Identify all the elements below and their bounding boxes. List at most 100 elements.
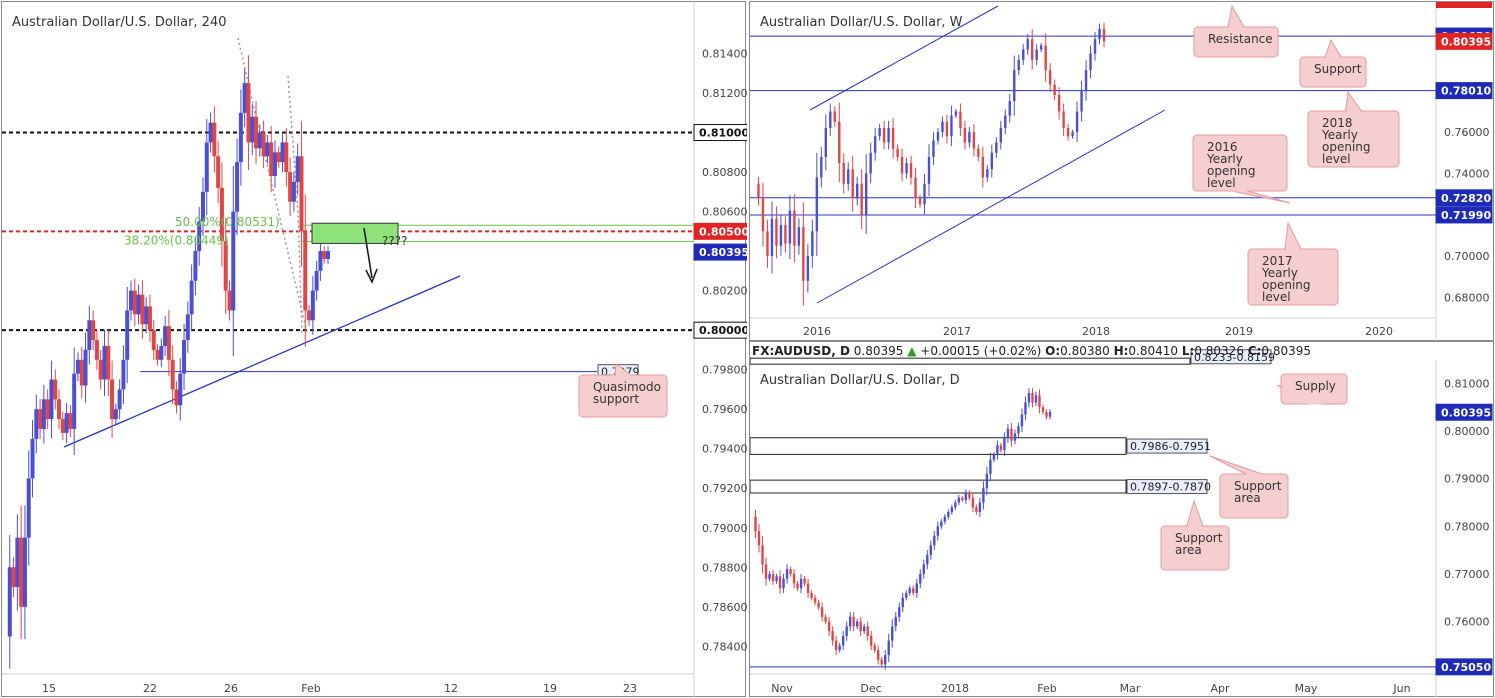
daily-candle-body (1045, 412, 1048, 417)
h4-candle-body (231, 211, 236, 311)
weekly-candle-body (1008, 101, 1011, 116)
daily-candle-body (757, 531, 761, 546)
h4-down-arrow-icon (363, 227, 373, 279)
daily-candle-body (880, 659, 883, 665)
daily-candle-body (1003, 438, 1006, 451)
daily-candle-body (785, 569, 789, 579)
daily-candle-body (1031, 392, 1034, 403)
daily-x-tick: May (1295, 682, 1318, 695)
weekly-support-callout: Support (1299, 38, 1367, 88)
weekly-candle-body (842, 163, 845, 184)
daily-zone-tag (1190, 349, 1272, 365)
weekly-chart-panel[interactable]: 0.76000 0.74000 0.70000 0.68000 2016 2017 2018… (749, 1, 1495, 342)
daily-candle-body (919, 573, 922, 584)
h4-x-tick: 22 (143, 682, 157, 695)
h4-price-tag (693, 124, 747, 142)
h4-x-tick: 19 (543, 682, 557, 695)
weekly-support-callout-text: Support (1314, 62, 1362, 76)
weekly-candle-body (995, 142, 998, 153)
daily-candle-body (989, 459, 992, 474)
weekly-price-tag-label: 0.80395 (1441, 35, 1491, 48)
info-last: 0.80395 (853, 344, 904, 358)
weekly-candle-body (847, 169, 850, 184)
h4-candle-body (22, 537, 27, 607)
weekly-price-tag-label: 0.78010 (1441, 85, 1491, 98)
weekly-support-callout-pointer-joint (1326, 56, 1340, 59)
daily-x-tick: Feb (1037, 682, 1056, 695)
daily-y-tick: 0.79000 (1444, 473, 1490, 486)
daily-candle-body (838, 645, 841, 651)
h4-chart-title: Australian Dollar/U.S. Dollar, 240 (12, 15, 227, 30)
daily-chart-title: Australian Dollar/U.S. Dollar, D (760, 373, 960, 388)
daily-chart-panel[interactable]: 0.81000 0.80000 0.79000 0.78000 0.77000 0.760… (749, 341, 1495, 698)
weekly-candle-body (878, 127, 881, 137)
weekly-resistance-callout-pointer (1227, 4, 1245, 28)
h4-y-tick: 0.81200 (702, 87, 747, 100)
daily-chart[interactable]: 0.81000 0.80000 0.79000 0.78000 0.77000 0.760… (750, 342, 1495, 698)
weekly-2018-open-callout-pointer (1344, 90, 1363, 112)
h4-candle-body (87, 320, 92, 350)
weekly-candle-body (775, 218, 778, 246)
weekly-candle-body (882, 127, 886, 143)
weekly-candle-body (968, 132, 971, 143)
h4-chart[interactable]: 0.81400 0.81200 0.80800 0.80600 0.80200 0.798… (2, 2, 747, 698)
h4-fib-382-label: 38.20%(0.80449) (124, 233, 229, 247)
h4-candle-body (280, 142, 285, 163)
h4-candle-body (57, 399, 62, 420)
weekly-chart[interactable]: 0.76000 0.74000 0.70000 0.68000 2016 2017 2018… (750, 2, 1495, 342)
weekly-candle-body (941, 121, 944, 133)
daily-candle-body (796, 583, 799, 589)
h4-price-tag-label: 0.80395 (699, 246, 747, 259)
weekly-candle-body (1093, 39, 1097, 54)
h4-candle-body (125, 310, 130, 360)
h4-candle-body (326, 251, 330, 260)
daily-candle-body (778, 576, 782, 589)
daily-support-area-callout-text: Support (1175, 531, 1223, 545)
weekly-y-tick: 0.74000 (1444, 167, 1490, 180)
daily-price-tag (1435, 403, 1493, 421)
weekly-candle-body (793, 210, 796, 246)
weekly-candle-body (936, 132, 940, 141)
weekly-price-tag (1435, 206, 1493, 224)
weekly-2018-open-callout-text: level (1322, 152, 1351, 166)
h4-y-tick: 0.78600 (702, 601, 747, 614)
h4-candle-body (193, 251, 198, 281)
h4-candle-body (200, 191, 205, 222)
daily-candle-body (817, 602, 820, 608)
h4-candle-body (75, 359, 80, 374)
weekly-candle-body (999, 127, 1002, 143)
h4-price-tag-label: 0.80500 (699, 225, 747, 238)
daily-candle-body (933, 535, 936, 546)
weekly-candle-body (909, 163, 913, 178)
h4-x-tick: 26 (224, 682, 238, 695)
daily-candle-body (901, 597, 904, 608)
weekly-candle-body (963, 127, 967, 143)
daily-candle-body (1034, 395, 1038, 403)
h4-candle-body (60, 419, 65, 433)
weekly-candle-body (1062, 111, 1065, 128)
weekly-candle-body (1057, 94, 1061, 112)
h4-candle-body (159, 345, 164, 360)
daily-candle-body (1027, 392, 1031, 403)
h4-candle-body (26, 478, 31, 538)
h4-candle-body (144, 306, 149, 325)
h4-chart-panel[interactable]: 0.81400 0.81200 0.80800 0.80600 0.80200 0.798… (1, 1, 747, 698)
weekly-2018-open-callout-pointer-joint (1346, 110, 1361, 113)
h4-y-tick: 0.78800 (702, 561, 747, 574)
daily-candle-body (971, 497, 975, 508)
h4-candle-body (284, 142, 289, 173)
h4-candle-body (178, 373, 183, 406)
daily-candle-body (1013, 433, 1017, 441)
weekly-candle-body (891, 127, 895, 149)
h4-candle-body (129, 290, 134, 311)
daily-supply-callout-text: Supply (1295, 379, 1336, 393)
h4-candle-body (242, 83, 247, 113)
h4-candle-body (212, 122, 217, 157)
weekly-offscreen-tag (1436, 2, 1492, 8)
weekly-candle-body (784, 225, 787, 244)
h4-y-tick: 0.80200 (702, 285, 747, 298)
daily-candle-body (806, 583, 810, 594)
daily-zone-tag-label: 0.7897-0.7870 (1130, 481, 1211, 494)
weekly-candle-body (990, 152, 994, 170)
